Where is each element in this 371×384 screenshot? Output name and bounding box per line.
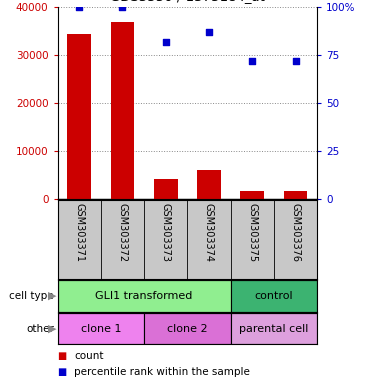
Text: GSM303376: GSM303376 — [290, 203, 301, 262]
Point — [163, 39, 169, 45]
Bar — [67, 34, 91, 199]
Bar — [197, 170, 221, 199]
Bar — [231, 313, 317, 344]
Point — [249, 58, 255, 64]
Text: ▶: ▶ — [48, 291, 57, 301]
Text: GSM303373: GSM303373 — [161, 203, 171, 262]
Text: cell type: cell type — [9, 291, 54, 301]
Bar — [154, 179, 178, 199]
Text: GSM303372: GSM303372 — [118, 203, 127, 262]
Text: clone 2: clone 2 — [167, 324, 208, 334]
Text: clone 1: clone 1 — [81, 324, 121, 334]
Text: GSM303374: GSM303374 — [204, 203, 214, 262]
Bar — [58, 280, 231, 312]
Text: parental cell: parental cell — [239, 324, 309, 334]
Text: ■: ■ — [58, 351, 67, 361]
Text: ■: ■ — [58, 366, 67, 377]
Point — [206, 29, 212, 35]
Bar — [284, 191, 308, 199]
Text: control: control — [255, 291, 293, 301]
Point — [293, 58, 299, 64]
Bar — [144, 313, 231, 344]
Bar — [111, 22, 134, 199]
Text: percentile rank within the sample: percentile rank within the sample — [74, 366, 250, 377]
Text: GDS3550 / 1375184_at: GDS3550 / 1375184_at — [110, 0, 265, 3]
Text: GSM303375: GSM303375 — [247, 203, 257, 262]
Text: GSM303371: GSM303371 — [74, 203, 84, 262]
Text: ▶: ▶ — [48, 324, 57, 334]
Text: count: count — [74, 351, 104, 361]
Point — [119, 4, 125, 10]
Text: other: other — [26, 324, 54, 334]
Point — [76, 4, 82, 10]
Bar — [231, 280, 317, 312]
Bar — [240, 191, 264, 199]
Bar — [58, 313, 144, 344]
Text: GLI1 transformed: GLI1 transformed — [95, 291, 193, 301]
